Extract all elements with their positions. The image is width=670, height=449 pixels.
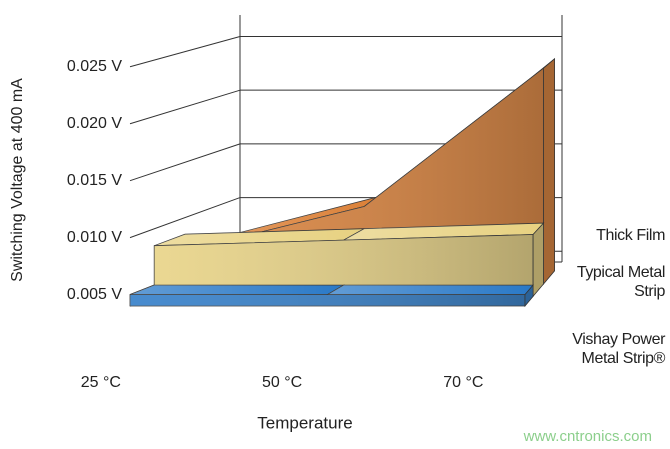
grid-line: [129, 197, 241, 239]
legend-label: Vishay Power Metal Strip®: [572, 331, 665, 367]
side-shade: [533, 223, 544, 297]
y-tick-label: 0.025 V: [67, 58, 122, 75]
side-face: [543, 57, 555, 286]
x-tick-label: 50 °C: [262, 374, 302, 391]
top-shade: [327, 285, 534, 295]
legend-label: Thick Film: [596, 227, 665, 244]
front-shade: [130, 294, 525, 306]
grid-line: [129, 89, 241, 125]
y-tick-label: 0.020 V: [67, 115, 122, 132]
x-tick-label: 25 °C: [81, 374, 121, 391]
legend-label: Typical Metal Strip: [576, 264, 666, 300]
y-tick-label: 0.015 V: [67, 172, 122, 189]
y-tick-label: 0.010 V: [67, 229, 122, 246]
y-tick-label: 0.005 V: [67, 286, 122, 303]
top-shade: [130, 285, 344, 295]
side-face: [524, 284, 534, 308]
x-tick-label: 70 °C: [443, 374, 483, 391]
side-shade: [543, 58, 555, 284]
front-shade: [154, 234, 534, 297]
side-face: [532, 222, 544, 298]
grid-line: [129, 35, 241, 68]
y-axis-title: Switching Voltage at 400 mA: [9, 78, 26, 282]
watermark: www.cntronics.com: [523, 428, 652, 445]
grid-line: [129, 143, 241, 182]
x-axis-title: Temperature: [257, 413, 352, 432]
top-shade: [154, 228, 365, 246]
side-shade: [525, 285, 534, 306]
top-shade: [343, 223, 544, 241]
